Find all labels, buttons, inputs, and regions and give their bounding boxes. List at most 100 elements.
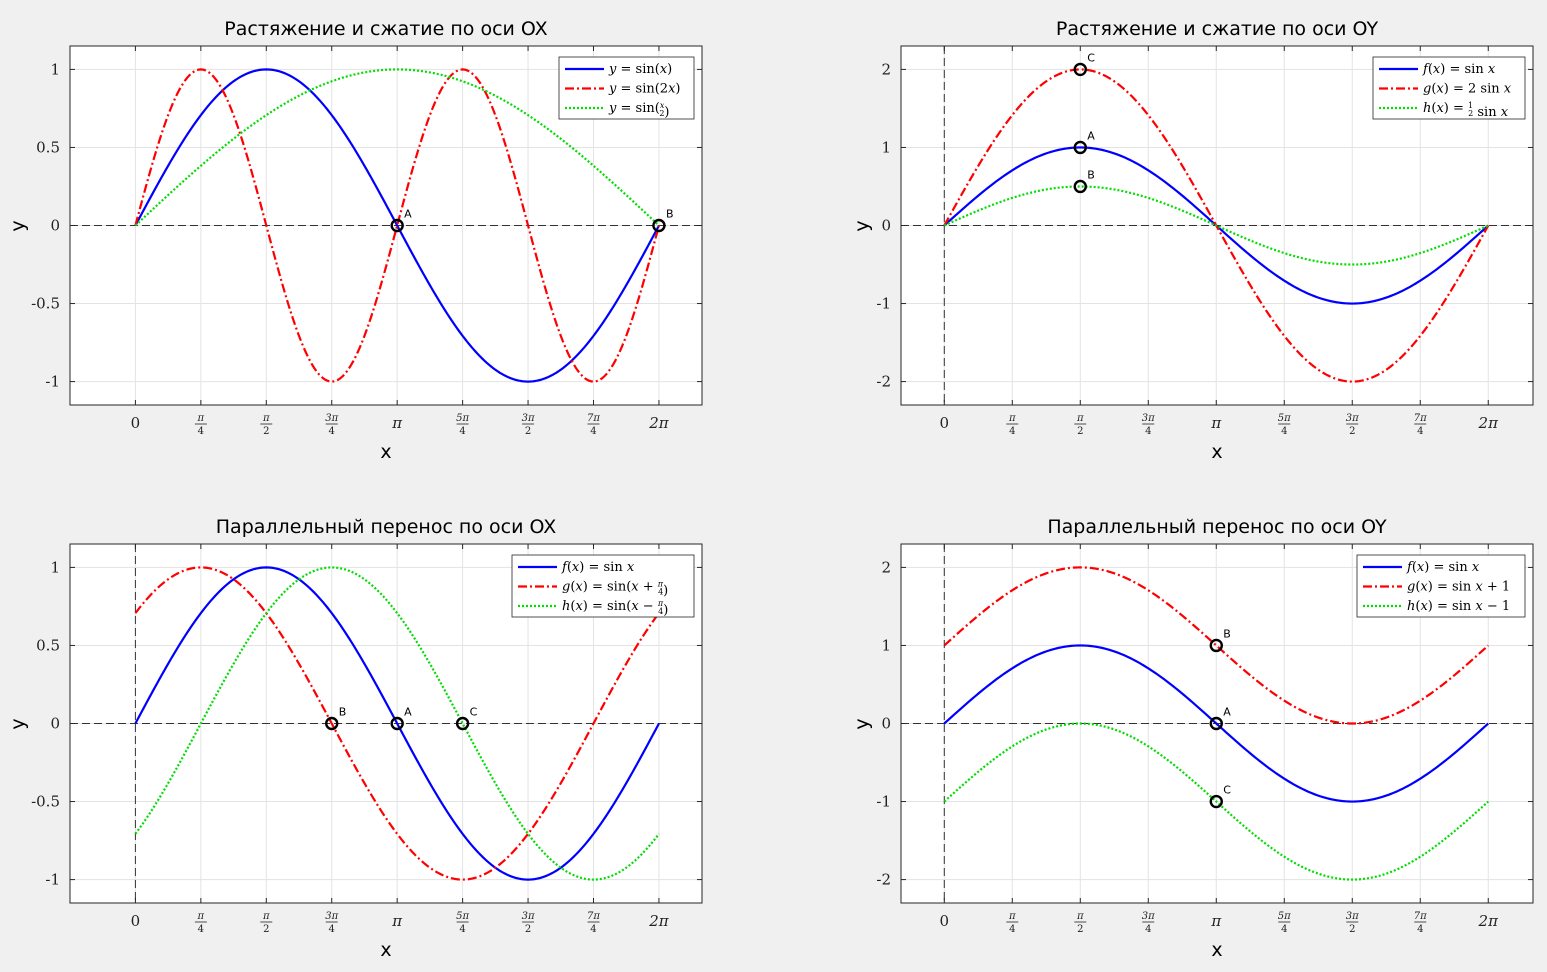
x-tick-label: 5π4 [456, 911, 469, 935]
tick-denominator: 2 [263, 924, 269, 935]
tick-denominator: 4 [1281, 426, 1287, 437]
legend-entry: g(x) = 2 sin x [1423, 82, 1512, 97]
tick-denominator: 4 [329, 924, 335, 935]
point-label: A [404, 208, 412, 221]
chart-title: Параллельный перенос по оси OY [1047, 516, 1387, 538]
x-tick-label: 3π2 [1346, 413, 1359, 437]
tick-numerator: 3π [1142, 911, 1155, 922]
x-axis-label: x [1211, 441, 1222, 463]
series-line-2 [134, 566, 660, 881]
x-tick-label: 2π [1478, 414, 1500, 432]
tick-denominator: 2 [1077, 426, 1083, 437]
y-axis-label: y [851, 718, 873, 729]
point-marker [1073, 62, 1087, 77]
tick-denominator: 2 [263, 426, 269, 437]
tick-numerator: π [262, 911, 270, 922]
point-marker [455, 716, 470, 731]
x-tick-label: 7π4 [587, 911, 600, 935]
x-tick-label: π4 [1006, 911, 1019, 935]
x-tick-label: π2 [260, 911, 273, 935]
point-marker [390, 218, 404, 233]
tick-denominator: 2 [1349, 924, 1355, 935]
tick-denominator: 4 [1009, 924, 1015, 935]
tick-denominator: 4 [329, 426, 335, 437]
x-tick-label: 0 [940, 414, 950, 432]
y-tick-label: 0 [881, 217, 891, 235]
y-tick-label: -0.5 [31, 793, 60, 811]
tick-denominator: 4 [459, 924, 465, 935]
x-tick-label: 5π4 [1278, 911, 1291, 935]
legend-entry: f(x) = sin x [1422, 62, 1496, 77]
chart-title: Параллельный перенос по оси OX [216, 516, 556, 538]
x-tick-label: π [391, 912, 403, 930]
y-axis-label: y [851, 220, 873, 231]
legend-entry: h(x) = sin x − 1 [1407, 599, 1510, 614]
tick-numerator: 3π [1142, 413, 1155, 424]
point-label: B [1223, 627, 1231, 640]
tick-denominator: 2 [525, 924, 531, 935]
tick-denominator: 4 [1417, 924, 1423, 935]
tick-numerator: 7π [1414, 911, 1427, 922]
tick-numerator: π [1076, 413, 1084, 424]
tick-denominator: 4 [198, 426, 204, 437]
point-marker [1209, 716, 1223, 731]
x-axis-label: x [1211, 939, 1222, 961]
series-line-1 [943, 644, 1489, 803]
series-line-3 [943, 722, 1489, 881]
x-tick-label: π [1210, 414, 1222, 432]
legend-entry: g(x) = sin x + 1 [1407, 580, 1510, 595]
y-tick-label: -1 [45, 373, 60, 391]
point-label: A [404, 706, 412, 719]
tick-numerator: 3π [1346, 413, 1359, 424]
x-tick-label: π4 [194, 413, 207, 437]
point-marker [1209, 794, 1223, 809]
chart-title: Растяжение и сжатие по оси OY [1056, 18, 1379, 40]
y-tick-label: -1 [45, 871, 60, 889]
x-tick-label: 3π2 [522, 911, 535, 935]
point-label: C [1223, 784, 1231, 797]
y-tick-label: -2 [876, 373, 891, 391]
tick-numerator: π [262, 413, 270, 424]
legend-entry: h(x) = sin(x − π 4) [562, 599, 668, 618]
tick-denominator: 4 [459, 426, 465, 437]
subplot-shift-ox: Параллельный перенос по оси OX x y B A C 0 π… [7, 516, 703, 961]
point-marker [325, 716, 339, 731]
x-axis-label: x [380, 441, 391, 463]
x-tick-label: 5π4 [1278, 413, 1291, 437]
y-tick-label: 0.5 [36, 138, 60, 156]
tick-numerator: π [1076, 911, 1084, 922]
subplot-shift-oy: Параллельный перенос по оси OY x y B A C 0 π… [851, 516, 1534, 961]
x-tick-label: 7π4 [1414, 413, 1427, 437]
point-label: C [470, 706, 478, 719]
x-tick-label: π2 [1074, 911, 1087, 935]
point-marker [1073, 140, 1087, 155]
y-tick-label: -2 [876, 871, 891, 889]
tick-numerator: 3π [325, 413, 338, 424]
y-tick-label: 2 [881, 558, 891, 576]
x-tick-label: 3π2 [522, 413, 535, 437]
point-marker [1073, 179, 1087, 194]
legend-entry: y = sin(2x) [608, 82, 681, 97]
point-label: C [1087, 51, 1095, 64]
tick-denominator: 4 [1009, 426, 1015, 437]
legend: y = sin(x) y = sin(2x) y = sin(x 2) [558, 56, 695, 120]
tick-denominator: 4 [198, 924, 204, 935]
x-tick-label: 5π4 [456, 413, 469, 437]
tick-denominator: 4 [590, 426, 596, 437]
x-tick-label: 7π4 [587, 413, 600, 437]
x-tick-label: 3π4 [325, 911, 338, 935]
x-tick-label: 0 [940, 912, 950, 930]
tick-denominator: 2 [1077, 924, 1083, 935]
legend: f(x) = sin x g(x) = sin x + 1 h(x) = sin x… [1356, 554, 1526, 618]
y-tick-label: 0 [881, 715, 891, 733]
y-tick-label: -0.5 [31, 295, 60, 313]
x-tick-label: π2 [1074, 413, 1087, 437]
y-tick-label: 1 [881, 138, 891, 156]
y-tick-label: 0.5 [36, 636, 60, 654]
tick-denominator: 4 [1145, 924, 1151, 935]
x-tick-label: 7π4 [1414, 911, 1427, 935]
point-marker [390, 716, 404, 731]
x-tick-label: 3π4 [1142, 413, 1155, 437]
